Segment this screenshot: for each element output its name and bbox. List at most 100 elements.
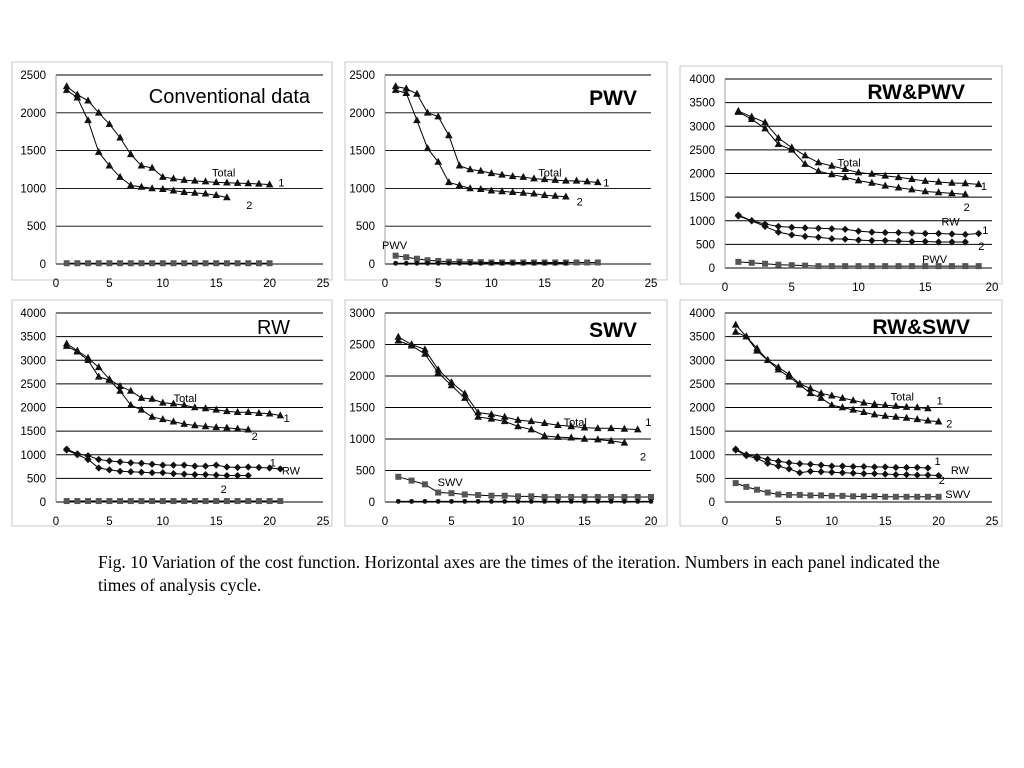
data-point: [868, 169, 876, 177]
data-point: [487, 410, 496, 418]
data-point: [476, 166, 485, 174]
series-annotation: 2: [640, 452, 646, 464]
data-point: [448, 490, 455, 497]
data-point: [913, 463, 921, 472]
data-point: [554, 420, 562, 428]
data-point: [255, 498, 262, 505]
data-point: [233, 408, 242, 416]
data-point: [594, 178, 602, 186]
data-point: [116, 458, 124, 466]
series-total-2: [731, 327, 943, 425]
data-point: [137, 161, 146, 169]
data-point: [924, 471, 932, 479]
series-square: [63, 260, 273, 267]
series-annotation: RW: [951, 465, 970, 477]
data-point: [818, 492, 825, 499]
data-point: [191, 176, 199, 184]
data-point: [922, 263, 929, 270]
panel-frame: [11, 61, 333, 281]
data-point: [935, 493, 942, 500]
data-point: [908, 263, 915, 270]
data-point: [849, 405, 857, 413]
y-tick-label: 4000: [689, 74, 715, 86]
data-point: [764, 489, 771, 496]
y-tick-label: 2500: [349, 70, 375, 82]
data-point: [540, 431, 549, 439]
data-point: [116, 386, 124, 394]
data-point: [860, 398, 868, 406]
data-point: [763, 356, 772, 364]
data-point: [94, 147, 103, 155]
data-point: [530, 174, 538, 182]
data-point: [212, 423, 220, 431]
data-point: [634, 493, 641, 500]
data-point: [841, 225, 849, 233]
data-point: [774, 462, 782, 470]
x-tick-label: 0: [722, 282, 728, 294]
data-point: [828, 235, 836, 243]
data-point: [191, 470, 199, 479]
data-point: [116, 133, 124, 141]
series-annotation: Total: [538, 168, 561, 180]
data-point: [223, 178, 231, 186]
x-tick-label: 20: [591, 278, 604, 290]
data-point: [73, 451, 81, 459]
data-point: [475, 498, 481, 504]
data-point: [748, 217, 756, 225]
series-line: [66, 89, 227, 198]
series-swv-square: [732, 480, 942, 500]
series-total-1: [391, 82, 602, 186]
data-point: [233, 178, 242, 186]
data-point: [191, 498, 198, 505]
data-point: [212, 471, 220, 479]
data-point: [785, 465, 793, 473]
y-tick-label: 3000: [20, 355, 46, 367]
x-tick-label: 10: [156, 516, 169, 528]
data-point: [515, 498, 521, 504]
data-point: [169, 417, 178, 425]
data-point: [908, 237, 916, 246]
data-point: [935, 229, 943, 238]
data-point: [476, 184, 485, 192]
data-point: [761, 118, 769, 126]
data-point: [567, 422, 575, 430]
series-annotation: PWV: [922, 254, 948, 266]
data-point: [854, 176, 863, 184]
data-point: [180, 400, 188, 408]
data-point: [159, 469, 167, 477]
data-point: [244, 471, 252, 480]
y-tick-label: 0: [40, 259, 46, 271]
data-point: [500, 417, 509, 425]
data-point: [841, 173, 849, 181]
x-tick-label: 25: [645, 278, 658, 290]
data-point: [244, 425, 253, 433]
data-point: [735, 258, 742, 265]
data-point: [180, 175, 188, 183]
chart-panel-3: 0 500 1000 1500 2000 2500 3000 3500 4000 0 5 10 15 20…: [679, 65, 1003, 294]
data-point: [868, 178, 876, 186]
data-point: [212, 191, 220, 199]
data-point: [434, 368, 442, 376]
data-point: [542, 498, 547, 504]
data-point: [201, 462, 210, 470]
data-point: [732, 446, 740, 454]
data-point: [467, 260, 473, 266]
data-point: [774, 457, 782, 465]
data-point: [63, 446, 71, 454]
y-tick-label: 1500: [349, 403, 375, 415]
data-point: [510, 260, 516, 266]
data-point: [774, 140, 783, 148]
y-tick-label: 1000: [20, 450, 46, 462]
data-point: [895, 263, 902, 270]
data-point: [870, 410, 879, 418]
data-point: [796, 491, 803, 498]
data-point: [409, 498, 414, 504]
data-point: [551, 175, 560, 183]
y-tick-label: 2500: [20, 379, 46, 391]
data-point: [581, 493, 588, 500]
data-point: [961, 230, 969, 239]
data-point: [159, 498, 166, 505]
series-annotation: 1: [603, 177, 609, 189]
series-square: [63, 498, 284, 505]
data-point: [508, 172, 517, 180]
